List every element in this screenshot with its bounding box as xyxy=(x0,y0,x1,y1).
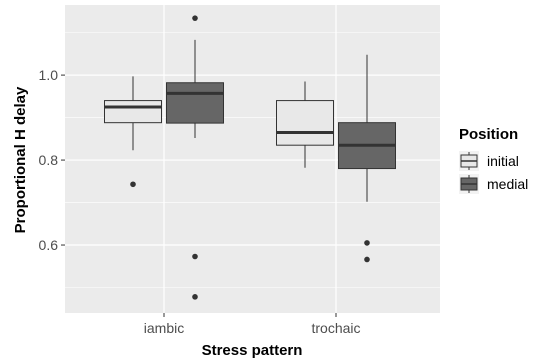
outlier-point xyxy=(192,294,198,300)
x-tick-label: trochaic xyxy=(311,320,360,336)
axes: 0.6 0.8 1.0 iambic trochaic xyxy=(39,67,361,336)
outlier-point xyxy=(192,253,198,260)
legend: Position initial medial xyxy=(459,126,528,194)
box-medial-iambic xyxy=(166,82,224,124)
x-tick-label: iambic xyxy=(144,320,184,336)
box-initial-trochaic xyxy=(276,100,334,146)
y-tick-label: 0.8 xyxy=(39,152,59,168)
outlier-point xyxy=(364,256,370,263)
x-axis-title: Stress pattern xyxy=(202,342,303,359)
y-tick-label: 1.0 xyxy=(39,67,59,83)
outlier-point xyxy=(192,15,198,21)
legend-title: Position xyxy=(459,126,518,143)
outlier-point xyxy=(364,240,370,246)
y-axis-title: Proportional H delay xyxy=(12,86,29,233)
outlier-point xyxy=(130,181,136,188)
legend-keys: initial medial xyxy=(459,151,528,194)
legend-label-initial: initial xyxy=(487,153,519,169)
box-group xyxy=(104,15,396,300)
box-initial-iambic xyxy=(104,100,162,124)
legend-label-medial: medial xyxy=(487,176,528,192)
y-tick-label: 0.6 xyxy=(39,237,59,253)
